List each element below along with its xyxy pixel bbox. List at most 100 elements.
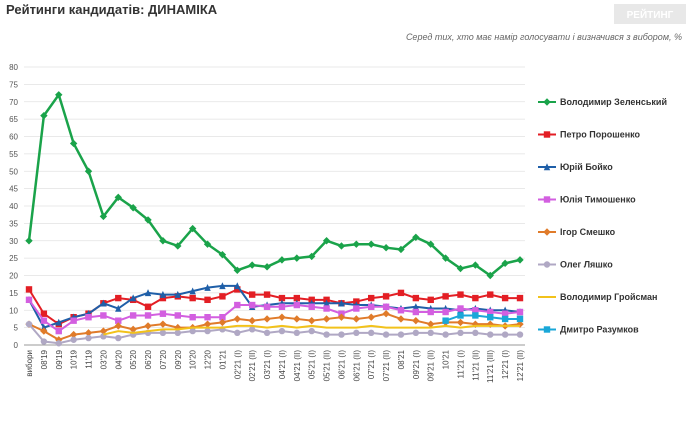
point [174,290,181,298]
point [248,316,256,325]
point [308,303,315,310]
point [204,283,211,291]
x-tick-label: вибори [25,350,34,377]
y-tick-label: 35 [9,219,18,228]
legend-marker [543,163,551,171]
point [248,291,256,298]
point [501,310,509,317]
point [189,294,196,302]
point [293,315,301,323]
point [323,305,330,312]
x-tick-label: 06'21 (II) [352,350,361,382]
legend-label: Юрій Бойко [560,162,613,172]
point [144,322,152,330]
x-tick-label: 05'21 (I) [308,350,317,379]
legend-label: Юлія Тимошенко [560,195,636,205]
x-tick-label: 06'21 (I) [337,350,346,379]
point [204,327,211,335]
series-line [28,288,520,326]
x-tick-label: 08'19 [40,349,49,369]
point [189,327,196,335]
point [412,294,420,302]
point [293,329,301,337]
point [263,329,271,337]
y-tick-label: 20 [9,272,18,281]
point [248,261,256,269]
point [69,139,78,148]
x-tick-label: 03'21 (I) [263,350,272,379]
point [501,315,509,323]
y-tick-label: 15 [9,289,18,298]
series-line [28,299,521,333]
point [203,240,212,248]
legend-marker [543,326,551,333]
x-tick-label: 10'20 [189,349,198,369]
point [263,291,271,298]
point [412,308,420,316]
y-tick-label: 50 [9,167,18,176]
point [129,325,137,334]
point [442,308,449,316]
point [427,240,435,248]
point [486,271,494,280]
point [234,301,241,309]
point [40,338,48,345]
point [442,317,449,324]
point [457,312,464,319]
legend-label: Володимир Зеленський [560,97,667,107]
x-tick-label: 09'21 (I) [412,350,421,379]
point [382,310,390,318]
point [442,293,449,300]
point [25,320,33,328]
y-tick-label: 0 [14,341,19,350]
point [516,256,524,264]
point [69,330,78,339]
point [84,167,93,175]
point [234,286,241,293]
point [516,294,524,302]
x-tick-label: 04'20 [114,349,123,369]
x-tick-label: 03'20 [99,349,108,369]
point [352,240,361,248]
point [472,307,479,314]
point [219,314,226,321]
point [457,305,464,312]
point [55,91,63,99]
x-tick-label: 10'21 [442,349,451,369]
point [174,329,181,337]
point [516,331,524,338]
point [263,315,271,323]
x-tick-label: 05'21 (II) [323,350,332,382]
x-tick-label: 04'21 (I) [278,350,287,379]
y-tick-label: 70 [9,98,18,107]
point [70,336,77,343]
point [293,254,301,262]
point [40,310,48,317]
point [501,259,509,268]
y-tick-label: 40 [9,202,18,211]
legend-label: Ігор Смешко [560,227,616,237]
point [322,237,331,245]
x-tick-label: 07'20 [159,349,168,369]
point [219,282,226,290]
point [100,312,107,319]
point [85,334,92,342]
point [397,289,405,297]
point [368,303,375,310]
point [457,291,464,298]
point [144,289,152,297]
legend-marker [543,196,551,203]
point [40,317,48,324]
point [248,301,256,309]
point [84,329,93,337]
point [338,299,345,307]
point [218,250,227,259]
point [487,314,494,321]
point [144,303,152,310]
point [487,291,494,298]
point [382,331,390,338]
point [397,331,405,338]
point [234,282,241,290]
point [278,303,286,310]
point [487,331,494,338]
